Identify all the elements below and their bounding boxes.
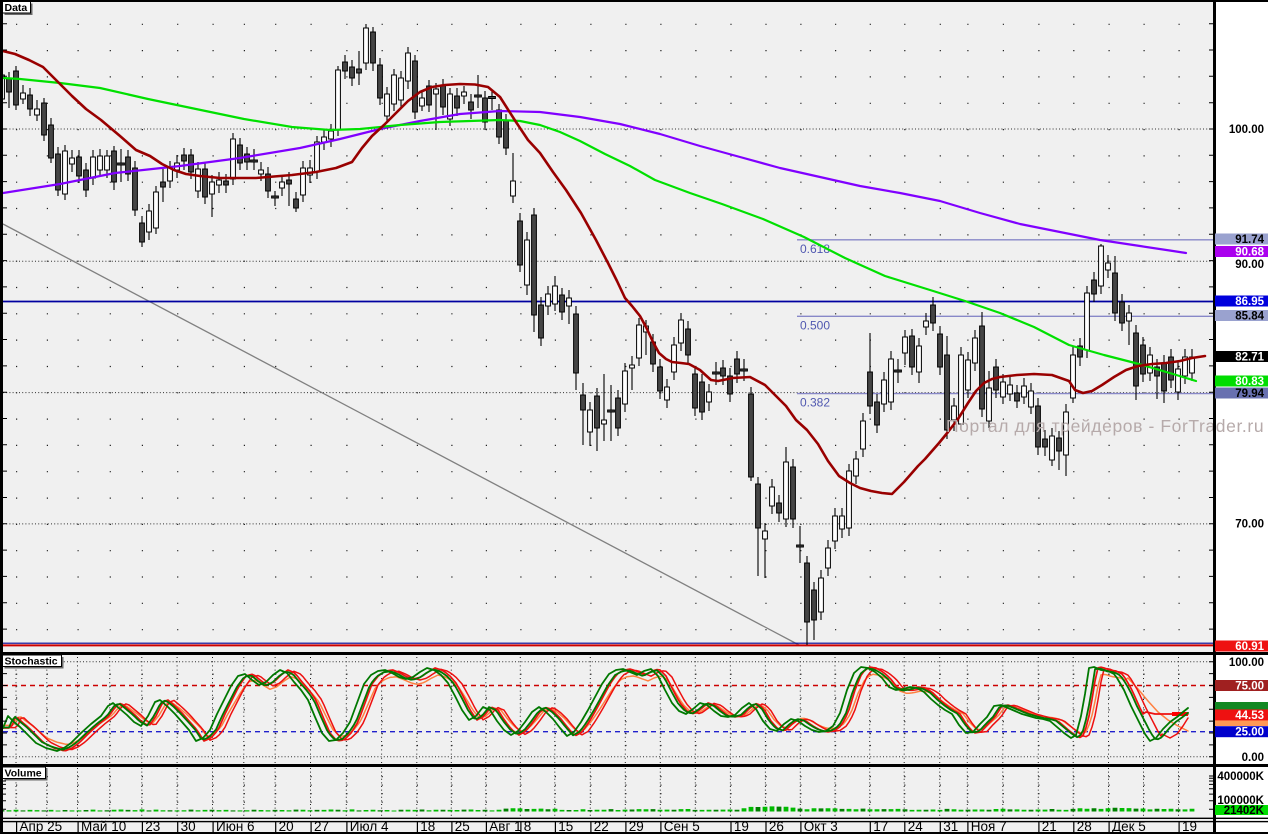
svg-text:8: 8 — [524, 819, 532, 834]
svg-text:24: 24 — [908, 819, 924, 834]
svg-text:28: 28 — [1077, 819, 1092, 834]
svg-text:30: 30 — [181, 819, 196, 834]
svg-text:Май 10: Май 10 — [81, 819, 126, 834]
svg-text:90.68: 90.68 — [1235, 247, 1264, 259]
svg-text:29: 29 — [629, 819, 644, 834]
svg-text:79.94: 79.94 — [1235, 388, 1264, 400]
svg-text:100000K: 100000K — [1217, 795, 1264, 807]
svg-text:25.00: 25.00 — [1235, 727, 1264, 739]
svg-text:Июн 6: Июн 6 — [216, 819, 255, 834]
svg-text:Апр 25: Апр 25 — [20, 819, 63, 834]
svg-text:20: 20 — [279, 819, 294, 834]
svg-text:60.91: 60.91 — [1235, 641, 1264, 653]
svg-text:Портал для трейдеров - ForTrad: Портал для трейдеров - ForTrader.ru — [946, 416, 1264, 436]
svg-text:100.00: 100.00 — [1229, 124, 1264, 136]
svg-text:75.00: 75.00 — [1235, 681, 1264, 693]
svg-text:27: 27 — [314, 819, 329, 834]
svg-text:85.84: 85.84 — [1235, 311, 1264, 323]
svg-text:Дек 5: Дек 5 — [1112, 819, 1146, 834]
svg-text:19: 19 — [1182, 819, 1197, 834]
svg-text:Июл 4: Июл 4 — [350, 819, 389, 834]
svg-text:17: 17 — [873, 819, 888, 834]
svg-text:15: 15 — [558, 819, 573, 834]
svg-text:Stochastic: Stochastic — [5, 656, 58, 668]
svg-text:80.83: 80.83 — [1235, 376, 1264, 388]
svg-text:0.500: 0.500 — [800, 318, 830, 332]
svg-text:0.618: 0.618 — [800, 242, 830, 256]
svg-text:400000K: 400000K — [1217, 771, 1264, 783]
svg-text:82.71: 82.71 — [1235, 352, 1264, 364]
svg-text:Volume: Volume — [5, 768, 42, 780]
svg-text:Data: Data — [5, 2, 28, 14]
svg-text:0.00: 0.00 — [1242, 752, 1264, 764]
svg-text:22: 22 — [594, 819, 609, 834]
svg-text:Авг 1: Авг 1 — [489, 819, 521, 834]
svg-text:91.74: 91.74 — [1235, 234, 1264, 246]
svg-text:86.95: 86.95 — [1235, 296, 1264, 308]
svg-text:23: 23 — [145, 819, 160, 834]
svg-text:21402K: 21402K — [1224, 805, 1265, 817]
svg-text:100.00: 100.00 — [1229, 657, 1264, 669]
svg-text:0.382: 0.382 — [800, 396, 830, 410]
svg-text:19: 19 — [734, 819, 749, 834]
svg-text:21: 21 — [1042, 819, 1057, 834]
svg-text:31: 31 — [943, 819, 958, 834]
svg-text:Окт 3: Окт 3 — [804, 819, 838, 834]
svg-text:26: 26 — [769, 819, 784, 834]
svg-text:25: 25 — [455, 819, 470, 834]
svg-text:70.00: 70.00 — [1235, 519, 1264, 531]
svg-text:44.53: 44.53 — [1235, 710, 1264, 722]
svg-text:Ноя 7: Ноя 7 — [971, 819, 1007, 834]
svg-text:18: 18 — [420, 819, 435, 834]
svg-text:90.00: 90.00 — [1235, 259, 1264, 271]
svg-text:Сен 5: Сен 5 — [664, 819, 700, 834]
